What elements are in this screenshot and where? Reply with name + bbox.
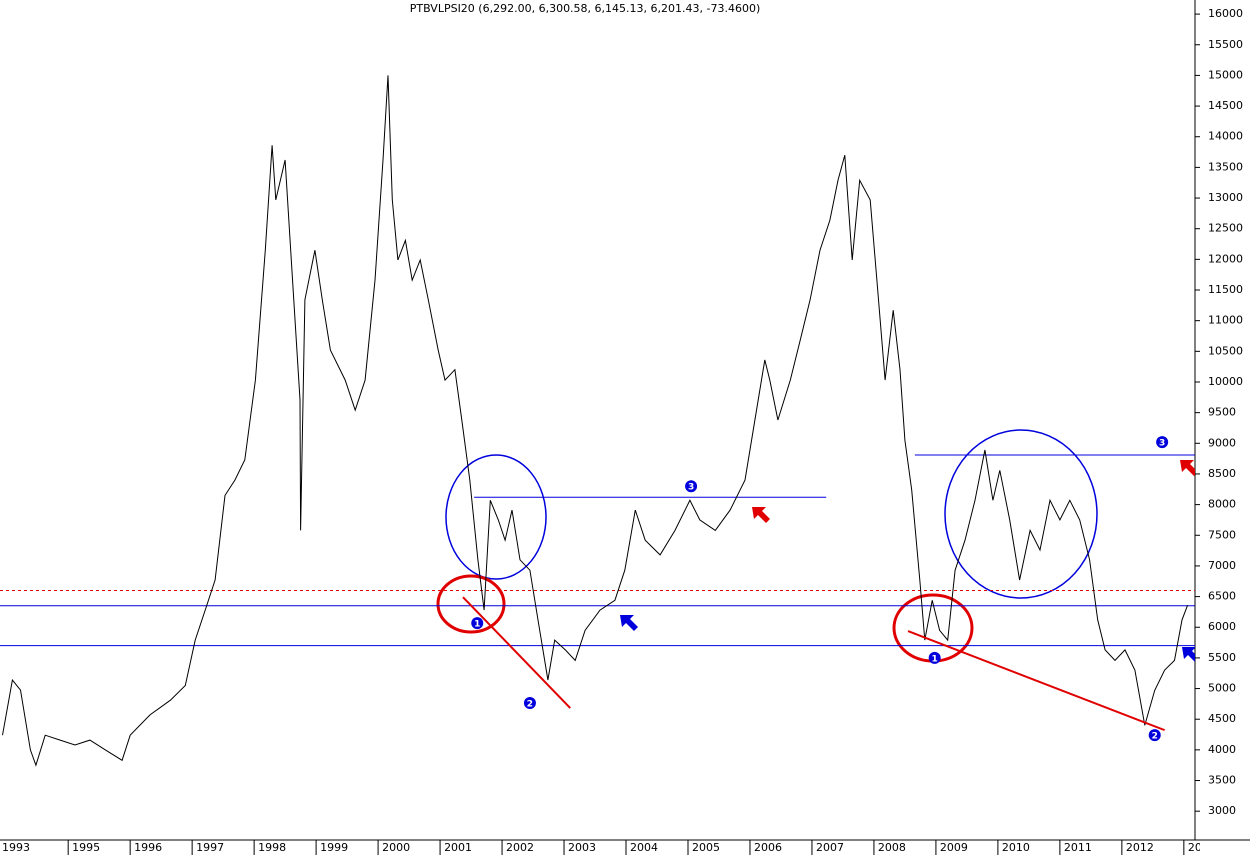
x-tick-label: 2000 [382, 841, 410, 854]
y-tick-label: 6000 [1208, 620, 1236, 633]
y-tick-label: 3000 [1208, 804, 1236, 817]
y-tick-label: 8500 [1208, 467, 1236, 480]
y-tick-label: 10000 [1208, 375, 1243, 388]
arrow [620, 615, 638, 631]
marker-label: 3 [1159, 439, 1165, 449]
y-tick-label: 8000 [1208, 498, 1236, 511]
marker [471, 617, 484, 630]
x-start-label: 1993 [2, 841, 30, 854]
y-tick-label: 7000 [1208, 559, 1236, 572]
x-tick-label: 1995 [72, 841, 100, 854]
x-tick-label: 2006 [754, 841, 782, 854]
marker-label: 2 [527, 700, 533, 710]
marker [523, 697, 536, 710]
x-tick-label: 2011 [1064, 841, 1092, 854]
y-tick-label: 10500 [1208, 344, 1243, 357]
arrow [1180, 460, 1195, 476]
marker-label: 1 [474, 620, 480, 630]
chart-title: PTBVLPSI20 (6,292.00, 6,300.58, 6,145.13… [410, 2, 761, 15]
y-tick-label: 14500 [1208, 99, 1243, 112]
y-tick-label: 15000 [1208, 68, 1243, 81]
x-tick-label: 1996 [134, 841, 162, 854]
y-tick-label: 3500 [1208, 774, 1236, 787]
x-tick-label: 2007 [816, 841, 844, 854]
highlight-ellipse [445, 454, 547, 580]
y-tick-label: 5500 [1208, 651, 1236, 664]
y-tick-label: 16000 [1208, 7, 1243, 20]
y-tick-label: 11500 [1208, 283, 1243, 296]
y-tick-label: 7500 [1208, 528, 1236, 541]
y-tick-label: 4000 [1208, 743, 1236, 756]
y-tick-label: 15500 [1208, 38, 1243, 51]
y-tick-label: 13000 [1208, 191, 1243, 204]
x-tick-label: 2002 [506, 841, 534, 854]
y-tick-label: 13500 [1208, 160, 1243, 173]
y-tick-label: 11000 [1208, 314, 1243, 327]
trend-line [907, 630, 1165, 732]
plot-area: 1 2 3 1 2 3 [0, 75, 1195, 767]
y-tick-label: 6500 [1208, 590, 1236, 603]
trend-line [462, 596, 571, 709]
x-labels: 1995 1996 1997 1998 1999 2000 2001 2002 2003 2004… [72, 841, 1216, 854]
x-tick-label: 2012 [1126, 841, 1154, 854]
arrow [1182, 647, 1195, 662]
arrow [752, 507, 770, 523]
y-tick-label: 12500 [1208, 222, 1243, 235]
x-tick-label: 1999 [320, 841, 348, 854]
y-tick-label: 9500 [1208, 406, 1236, 419]
marker [1156, 436, 1169, 449]
highlight-ellipse [436, 574, 506, 634]
marker [928, 651, 941, 664]
x-tick-label: 1997 [196, 841, 224, 854]
x-tick-label: 2004 [630, 841, 658, 854]
x-tick-label: 2008 [878, 841, 906, 854]
marker-label: 1 [932, 654, 938, 664]
marker [1148, 729, 1161, 742]
x-tick-label: 2010 [1002, 841, 1030, 854]
marker-label: 3 [688, 483, 694, 493]
x-tick-label: 2001 [444, 841, 472, 854]
marker [685, 480, 698, 493]
y-tick-label: 5000 [1208, 682, 1236, 695]
x-tick-label: 2005 [692, 841, 720, 854]
x-tick-label: 2013 [1188, 841, 1216, 854]
y-tick-label: 14000 [1208, 130, 1243, 143]
y-tick-label: 12000 [1208, 252, 1243, 265]
marker-label: 2 [1152, 732, 1158, 742]
price-line [2, 75, 1189, 767]
y-tick-label: 4500 [1208, 712, 1236, 725]
y-tick-label: 9000 [1208, 436, 1236, 449]
highlight-ellipse [944, 429, 1098, 599]
x-tick-label: 2009 [940, 841, 968, 854]
x-tick-label: 1998 [258, 841, 286, 854]
x-tick-label: 2003 [568, 841, 596, 854]
